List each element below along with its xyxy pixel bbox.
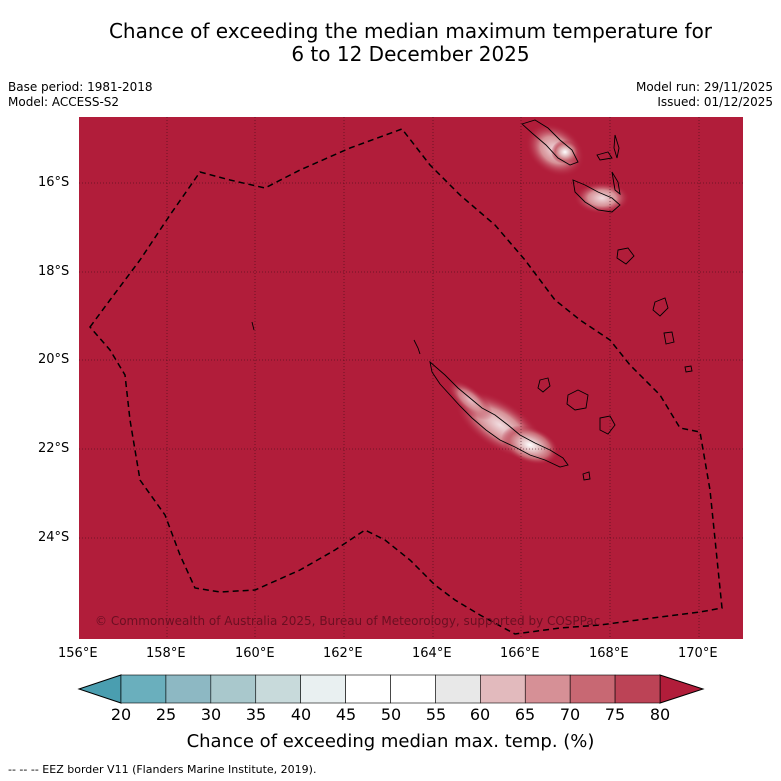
colorbar-cell-45	[345, 674, 391, 704]
vanuatu-erromango	[652, 297, 669, 317]
lat-label-18s: 18°S	[38, 264, 70, 279]
new-caledonia-coast	[429, 360, 569, 468]
meta-left: Base period: 1981-2018 Model: ACCESS-S2	[8, 80, 153, 110]
isle-of-pines	[582, 471, 591, 481]
vanuatu-pentecost	[611, 171, 621, 196]
cbar-tick-20: 20	[110, 705, 132, 724]
lon-label-158e: 158°E	[146, 646, 186, 661]
cbar-tick-45: 45	[335, 705, 357, 724]
eez-border	[89, 128, 723, 635]
lon-label-156e: 156°E	[58, 646, 98, 661]
colorbar-cell-60	[480, 674, 526, 704]
vanuatu-aneityum	[684, 365, 693, 373]
cbar-tick-30: 30	[200, 705, 222, 724]
colorbar	[77, 674, 705, 704]
cbar-tick-40: 40	[290, 705, 312, 724]
warm-anomaly-vanuatu	[525, 123, 630, 214]
colorbar-cell-75	[614, 674, 661, 704]
colorbar-cell-55	[435, 674, 481, 704]
colorbar-cell-50	[390, 674, 436, 704]
cbar-tick-75: 75	[604, 705, 626, 724]
vanuatu-ambae	[596, 151, 613, 161]
loyalty-ouvea	[537, 377, 551, 393]
vanuatu-malekula	[572, 179, 621, 213]
colorbar-title: Chance of exceeding median max. temp. (%…	[186, 731, 595, 752]
lon-label-164e: 164°E	[412, 646, 452, 661]
lon-label-162e: 162°E	[323, 646, 363, 661]
cbar-tick-50: 50	[380, 705, 402, 724]
footnote: -- -- -- EEZ border V11 (Flanders Marine…	[8, 763, 317, 776]
lat-label-24s: 24°S	[38, 530, 70, 545]
warm-anomaly-new-caledonia	[447, 379, 559, 465]
lat-label-20s: 20°S	[38, 352, 70, 367]
cbar-tick-55: 55	[425, 705, 447, 724]
cbar-tick-65: 65	[514, 705, 536, 724]
colorbar-cell-70	[569, 674, 616, 704]
base-period: Base period: 1981-2018	[8, 80, 153, 94]
issued-date: Issued: 01/12/2025	[657, 95, 773, 109]
colorbar-cell-40	[300, 674, 346, 704]
chart-title: Chance of exceeding the median maximum t…	[0, 20, 781, 66]
colorbar-cell-25	[165, 674, 212, 704]
colorbar-cell-65	[524, 674, 571, 704]
gridlines	[79, 117, 743, 639]
loyalty-lifou	[566, 389, 589, 411]
model-name: Model: ACCESS-S2	[8, 95, 120, 109]
model-run: Model run: 29/11/2025	[635, 80, 773, 94]
lon-label-168e: 168°E	[589, 646, 629, 661]
colorbar-under-arrow	[77, 674, 122, 704]
meta-right: Model run: 29/11/2025 Issued: 01/12/2025	[636, 80, 773, 110]
vanuatu-efate	[616, 247, 635, 265]
cbar-tick-60: 60	[469, 705, 491, 724]
belep-islands	[413, 339, 421, 355]
coastlines	[251, 119, 693, 481]
colorbar-cell-35	[255, 674, 301, 704]
cbar-tick-70: 70	[559, 705, 581, 724]
title-line-2: 6 to 12 December 2025	[291, 42, 530, 66]
copyright-notice: © Commonwealth of Australia 2025, Bureau…	[95, 614, 601, 628]
colorbar-cell-30	[210, 674, 257, 704]
cbar-tick-35: 35	[245, 705, 267, 724]
cbar-tick-25: 25	[155, 705, 177, 724]
vanuatu-tanna	[663, 331, 675, 345]
lon-label-160e: 160°E	[235, 646, 275, 661]
lat-label-16s: 16°S	[38, 175, 70, 190]
chesterfield-islet	[251, 321, 255, 331]
vanuatu-espiritu-santo	[521, 119, 579, 166]
colorbar-over-arrow	[659, 674, 705, 704]
loyalty-mare	[599, 415, 616, 435]
map-background	[79, 117, 743, 639]
vanuatu-maewo	[613, 134, 620, 159]
lon-label-170e: 170°E	[678, 646, 718, 661]
colorbar-cell-20	[120, 674, 167, 704]
cbar-tick-80: 80	[649, 705, 671, 724]
title-line-1: Chance of exceeding the median maximum t…	[108, 19, 713, 43]
lat-label-22s: 22°S	[38, 441, 70, 456]
lon-label-166e: 166°E	[500, 646, 540, 661]
